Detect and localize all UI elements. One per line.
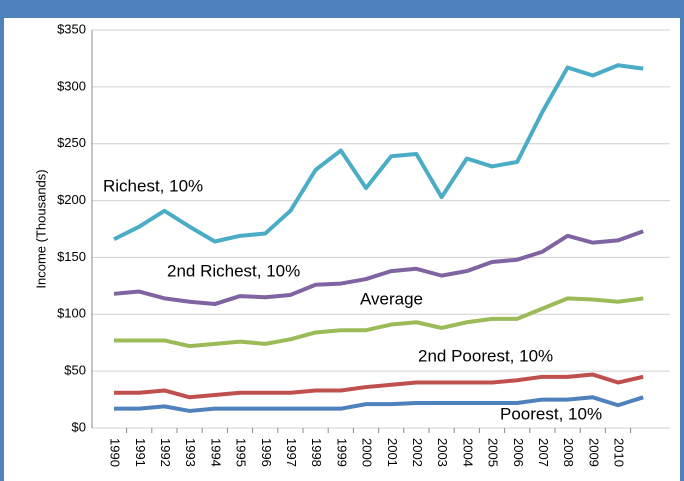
series-label: Richest, 10% [103,176,203,195]
x-tick-label: 1992 [158,438,173,467]
y-tick-label: $50 [64,363,86,378]
x-tick-label: 2005 [486,438,501,467]
header-bar [0,0,684,18]
x-tick-label: 1997 [284,438,299,467]
x-tick-label: 2002 [410,438,425,467]
series-label: Poorest, 10% [500,404,602,423]
x-tick-label: 1993 [183,438,198,467]
x-tick-label: 1994 [208,438,223,467]
x-tick-label: 2001 [385,438,400,467]
x-tick-label: 2009 [586,438,601,467]
x-tick-label: 2007 [536,438,551,467]
y-tick-label: $250 [57,135,86,150]
x-tick-label: 2004 [460,438,475,467]
x-tick-label: 1991 [133,438,148,467]
y-tick-label: $150 [57,249,86,264]
y-tick-label: $300 [57,78,86,93]
x-tick-label: 2008 [561,438,576,467]
series-line [114,372,644,400]
x-tick-label: 2000 [360,438,375,467]
x-tick-label: 2003 [435,438,450,467]
y-tick-label: $100 [57,306,86,321]
series-line [114,296,644,349]
series-line [113,63,644,244]
x-tick-label: 1998 [309,438,324,467]
y-tick-label: $350 [57,21,86,36]
frame-left [0,18,4,481]
x-tick-label: 1996 [259,438,274,467]
x-tick-label: 2010 [612,438,627,467]
series-label: 2nd Poorest, 10% [418,346,553,365]
x-tick-label: 2006 [511,438,526,467]
x-tick-label: 1990 [108,438,123,467]
frame-right [680,18,684,481]
y-axis-label: Income (Thousands) [33,169,48,288]
series-line [114,395,644,413]
y-tick-label: $200 [57,192,86,207]
series-line [113,229,644,307]
x-tick-label: 1999 [334,438,349,467]
x-tick-label: 1995 [234,438,249,467]
series-label: 2nd Richest, 10% [167,261,300,280]
series-label: Average [360,289,423,308]
y-tick-label: $0 [72,419,86,434]
